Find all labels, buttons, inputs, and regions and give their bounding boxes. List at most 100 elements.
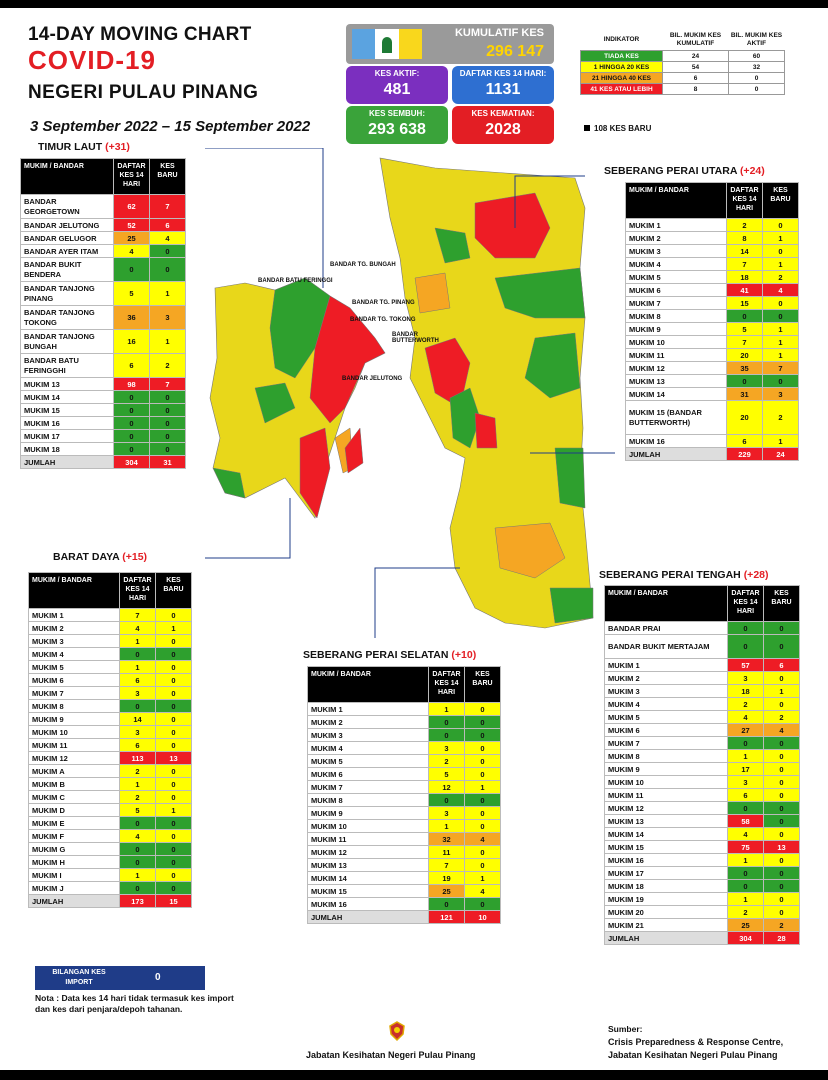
row-baru: 1: [762, 257, 799, 271]
row-daftar: 0: [727, 621, 764, 635]
row-name: MUKIM 4: [307, 741, 429, 755]
row-baru: 0: [155, 764, 192, 778]
row-daftar: 4: [119, 829, 156, 843]
row-daftar: 2: [727, 697, 764, 711]
row-baru: 2: [763, 710, 800, 724]
total-name: JUMLAH: [625, 447, 727, 461]
row-baru: 0: [464, 858, 501, 872]
row-daftar: 20: [726, 400, 763, 435]
row-baru: 0: [155, 868, 192, 882]
row-name: BANDAR TANJONG PINANG: [20, 281, 114, 306]
row-baru: 1: [762, 322, 799, 336]
table-total-row: JUMLAH 121 10: [307, 910, 501, 924]
row-baru: 0: [763, 736, 800, 750]
title-covid: COVID-19: [28, 45, 156, 75]
row-baru: 0: [763, 905, 800, 919]
row-daftar: 19: [428, 871, 465, 885]
header-daftar: DAFTAR KES 14 HARI: [726, 182, 763, 219]
table-row: MUKIM 11 20 1: [625, 348, 799, 362]
indicator-kum: 8: [662, 83, 729, 95]
kumulatif-header: BIL. MUKIM KES KUMULATIF: [669, 32, 722, 47]
indikator-header: INDIKATOR: [603, 36, 640, 43]
row-baru: 0: [155, 712, 192, 726]
row-name: BANDAR BATU FERINGGHI: [20, 353, 114, 378]
row-baru: 7: [149, 194, 186, 219]
table-row: MUKIM 9 17 0: [604, 762, 800, 776]
row-name: MUKIM 15 (BANDAR BUTTERWORTH): [625, 400, 727, 435]
row-daftar: 0: [428, 715, 465, 729]
row-daftar: 15: [726, 296, 763, 310]
section-name: SEBERANG PERAI UTARA: [604, 165, 738, 177]
row-name: MUKIM 10: [604, 775, 728, 789]
header-daftar: DAFTAR KES 14 HARI: [428, 666, 465, 703]
table-row: MUKIM 6 41 4: [625, 283, 799, 297]
row-daftar: 0: [113, 403, 150, 417]
map-label: BANDAR TG. TOKONG: [350, 317, 416, 323]
row-daftar: 0: [113, 429, 150, 443]
row-name: BANDAR BUKIT BENDERA: [20, 257, 114, 282]
row-name: MUKIM 5: [625, 270, 727, 284]
row-name: MUKIM 4: [28, 647, 120, 661]
row-baru: 0: [763, 788, 800, 802]
table-header-row: MUKIM / BANDAR DAFTAR KES 14 HARI KES BARU: [20, 158, 186, 195]
table-row: MUKIM 9 14 0: [28, 712, 192, 726]
row-daftar: 2: [119, 790, 156, 804]
footer-source2: Jabatan Kesihatan Negeri Pulau Pinang: [608, 1050, 778, 1060]
row-baru: 0: [155, 725, 192, 739]
stat-kematian: KES KEMATIAN: 2028: [452, 106, 554, 144]
row-name: MUKIM A: [28, 764, 120, 778]
row-baru: 0: [762, 218, 799, 232]
row-daftar: 31: [726, 387, 763, 401]
row-baru: 0: [149, 416, 186, 430]
note-text: Nota : Data kes 14 hari tidak termasuk k…: [35, 993, 234, 1014]
table-row: MUKIM 15 0 0: [20, 403, 186, 417]
map-label: BANDAR TG. PINANG: [352, 300, 415, 306]
row-baru: 0: [464, 702, 501, 716]
table-header-row: MUKIM / BANDAR DAFTAR KES 14 HARI KES BARU: [625, 182, 799, 219]
row-baru: 0: [464, 897, 501, 911]
table-row: MUKIM 10 3 0: [28, 725, 192, 739]
row-name: MUKIM 5: [604, 710, 728, 724]
row-name: MUKIM 2: [625, 231, 727, 245]
row-name: MUKIM 8: [307, 793, 429, 807]
row-daftar: 7: [726, 257, 763, 271]
row-name: MUKIM 14: [604, 827, 728, 841]
row-daftar: 14: [726, 244, 763, 258]
aktif-value: 481: [383, 81, 411, 98]
stat-daftar: DAFTAR KES 14 HARI: 1131: [452, 66, 554, 104]
row-baru: 0: [155, 738, 192, 752]
row-name: MUKIM 4: [625, 257, 727, 271]
row-baru: 0: [762, 244, 799, 258]
row-daftar: 25: [113, 231, 150, 245]
row-baru: 0: [155, 699, 192, 713]
row-name: MUKIM 6: [604, 723, 728, 737]
indicator-kum: 6: [662, 72, 729, 84]
row-baru: 0: [762, 296, 799, 310]
indicator-akt: 0: [728, 83, 785, 95]
row-daftar: 0: [119, 855, 156, 869]
table-row: MUKIM 16 6 1: [625, 434, 799, 448]
indicator-row: 41 KES ATAU LEBIH 8 0: [580, 83, 785, 95]
row-baru: 0: [762, 374, 799, 388]
row-name: MUKIM 10: [307, 819, 429, 833]
row-daftar: 3: [428, 741, 465, 755]
row-name: MUKIM 11: [625, 348, 727, 362]
row-daftar: 0: [113, 416, 150, 430]
table-total-row: JUMLAH 304 31: [20, 455, 186, 469]
connector-line: [530, 452, 615, 454]
row-daftar: 0: [727, 879, 764, 893]
row-name: MUKIM 15: [604, 840, 728, 854]
row-baru: 1: [762, 348, 799, 362]
row-name: MUKIM J: [28, 881, 120, 895]
row-daftar: 2: [727, 905, 764, 919]
table-row: BANDAR BATU FERINGGHI 6 2: [20, 353, 186, 378]
row-name: BANDAR GELUGOR: [20, 231, 114, 245]
row-baru: 0: [762, 309, 799, 323]
row-daftar: 1: [119, 777, 156, 791]
table-row: MUKIM 19 1 0: [604, 892, 800, 906]
row-daftar: 57: [727, 658, 764, 672]
